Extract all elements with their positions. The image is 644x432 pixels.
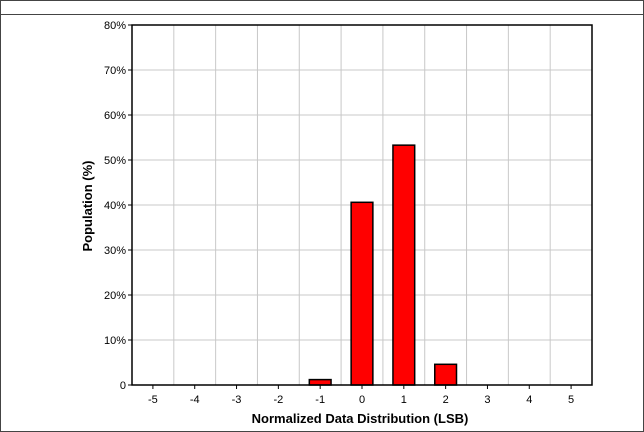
y-tick-label: 30% xyxy=(104,245,126,257)
x-tick-label: 4 xyxy=(526,394,532,406)
bars xyxy=(308,144,458,386)
x-tick-label: -1 xyxy=(315,394,325,406)
x-axis-title: Normalized Data Distribution (LSB) xyxy=(252,411,469,426)
y-tick-label: 80% xyxy=(104,20,126,32)
x-tick-label: -5 xyxy=(148,394,158,406)
x-tick-label: 1 xyxy=(401,394,407,406)
x-tick-label: 2 xyxy=(443,394,449,406)
x-tick-label: 0 xyxy=(359,394,365,406)
y-tick-label: 50% xyxy=(104,155,126,167)
axes xyxy=(128,24,593,389)
bar-0 xyxy=(350,201,374,386)
y-tick-label: 70% xyxy=(104,65,126,77)
bar--1 xyxy=(308,378,332,386)
y-tick-label: 60% xyxy=(104,110,126,122)
bar-1 xyxy=(392,144,416,386)
y-tick-label: 40% xyxy=(104,200,126,212)
grid-lines xyxy=(132,25,592,385)
y-tick-label: 20% xyxy=(104,290,126,302)
x-tick-label: 5 xyxy=(568,394,574,406)
x-tick-label: -2 xyxy=(273,394,283,406)
x-tick-label: -3 xyxy=(232,394,242,406)
y-tick-label: 0 xyxy=(120,380,126,392)
x-tick-label: 3 xyxy=(484,394,490,406)
tick-labels: 0 10% 20% 30% 40% 50% 60% 70% 80% -5 -4 -3 -2 -1 0 1 2 3 4… xyxy=(104,20,574,406)
x-tick-label: -4 xyxy=(190,394,200,406)
y-axis-title: Population (%) xyxy=(80,161,95,252)
frame-top-rule xyxy=(0,14,644,15)
bar-2 xyxy=(434,363,458,386)
y-tick-label: 10% xyxy=(104,335,126,347)
